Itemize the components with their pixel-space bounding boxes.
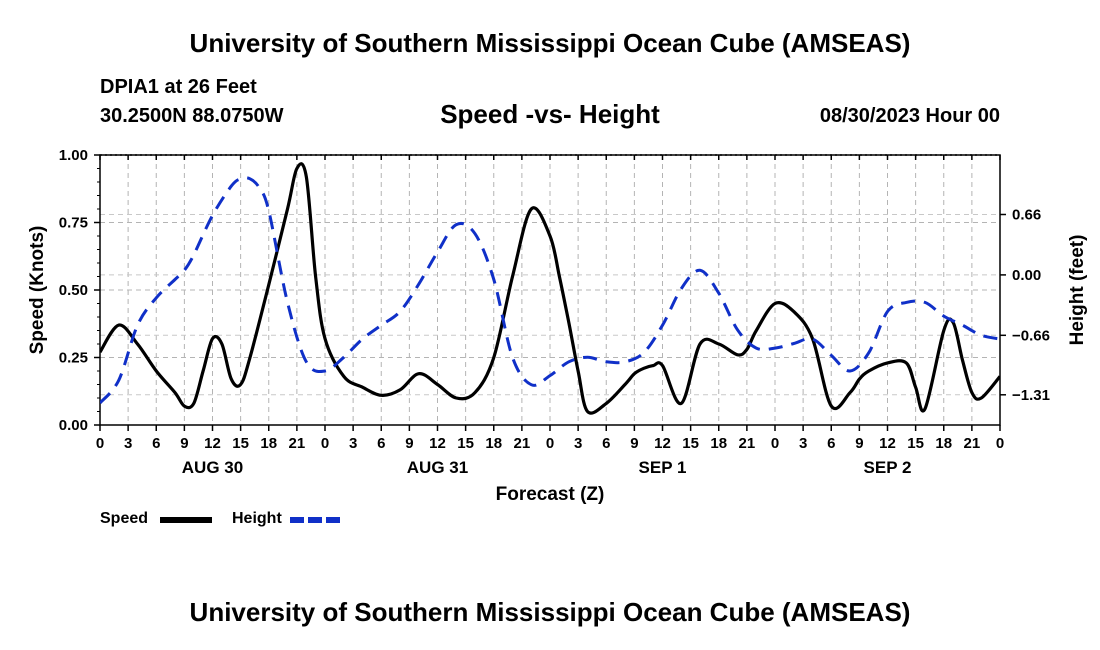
x-tick-label: 18 [485,435,502,452]
x-tick-label: 6 [827,435,835,452]
legend-height-label: Height [232,510,282,527]
x-tick-label: 3 [349,435,357,452]
y-tick-label: 1.00 [59,147,88,164]
x-tick-label: 0 [771,435,779,452]
series-speed-line [100,162,1000,415]
x-tick-label: 15 [907,435,924,452]
chart-subtitle: Speed -vs- Height [440,99,660,129]
x-tick-label: 0 [996,435,1004,452]
y2-tick-label: 0.66 [1012,206,1041,223]
x-tick-label: 12 [654,435,671,452]
x-tick-label: 21 [289,435,306,452]
x-tick-label: 15 [457,435,474,452]
y-tick-label: 0.00 [59,417,88,434]
x-tick-label: 21 [739,435,756,452]
y-tick-label: 0.50 [59,282,88,299]
y-tick-label: 0.25 [59,350,88,367]
y-tick-label: 0.75 [59,215,88,232]
x-tick-label: 12 [879,435,896,452]
legend-speed-label: Speed [100,510,149,527]
x-tick-label: 9 [855,435,863,452]
date-hour-label: 08/30/2023 Hour 00 [819,105,1000,127]
station-label: DPIA1 at 26 Feet [100,76,257,98]
x-tick-label: 9 [180,435,188,452]
x-tick-label: 6 [152,435,160,452]
date-label: AUG 31 [407,458,468,477]
y2-axis-title: Height (feet) [1067,235,1088,346]
x-tick-label: 0 [546,435,554,452]
x-tick-label: 18 [710,435,727,452]
x-tick-label: 9 [405,435,413,452]
footer-title: University of Southern Mississippi Ocean… [189,597,911,627]
x-tick-label: 12 [429,435,446,452]
x-tick-label: 0 [96,435,104,452]
x-tick-label: 0 [321,435,329,452]
date-label: SEP 2 [864,458,912,477]
x-tick-label: 18 [260,435,277,452]
y2-tick-label: −0.66 [1012,327,1050,344]
x-tick-label: 6 [602,435,610,452]
chart-title: University of Southern Mississippi Ocean… [189,28,911,58]
x-tick-label: 3 [799,435,807,452]
x-tick-label: 15 [682,435,699,452]
x-tick-label: 21 [514,435,531,452]
x-axis-title: Forecast (Z) [496,484,605,505]
x-tick-label: 15 [232,435,249,452]
x-tick-label: 6 [377,435,385,452]
x-tick-label: 18 [935,435,952,452]
y2-tick-label: −1.31 [1012,387,1050,404]
date-label: SEP 1 [639,458,687,477]
y-axis-title: Speed (Knots) [27,226,48,355]
x-tick-label: 12 [204,435,221,452]
series-height-line [100,176,1000,405]
y2-tick-label: 0.00 [1012,267,1041,284]
x-tick-label: 3 [124,435,132,452]
x-tick-label: 21 [964,435,981,452]
x-tick-label: 3 [574,435,582,452]
date-label: AUG 30 [182,458,243,477]
x-tick-label: 9 [630,435,638,452]
coordinates-label: 30.2500N 88.0750W [100,105,284,127]
